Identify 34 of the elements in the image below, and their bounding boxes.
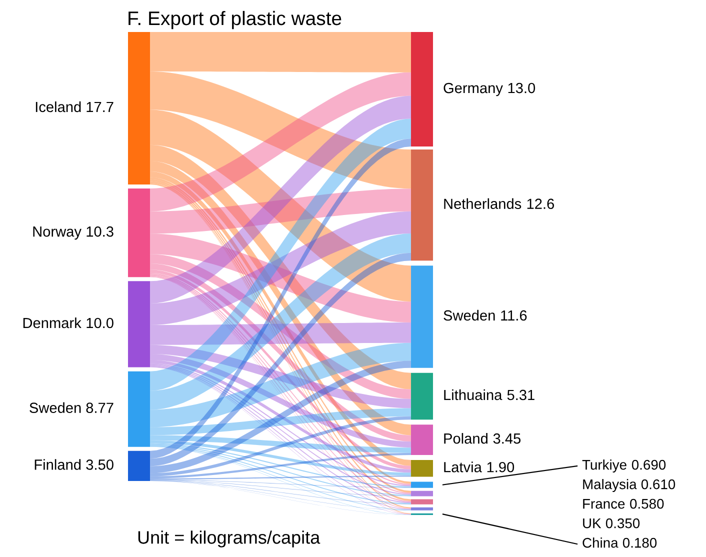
category-label: Netherlands	[444, 198, 522, 209]
category-label: Denmark	[23, 317, 82, 328]
data-label: 13.0	[508, 82, 536, 94]
category-label: Latvia	[444, 462, 482, 472]
data-label: 11.6	[501, 310, 527, 321]
category-label: Malaysia	[583, 479, 637, 492]
data-label: 17.7	[86, 102, 114, 112]
category-label: Iceland	[36, 101, 81, 112]
data-label: 0.180	[622, 538, 657, 548]
data-label: 0.350	[606, 518, 640, 528]
data-label: 12.6	[527, 198, 554, 209]
data-label: 0.690	[632, 460, 666, 470]
data-label: 8.77	[86, 402, 114, 413]
data-label: 10.0	[86, 318, 114, 328]
category-label: Poland	[444, 433, 488, 444]
category-label: Turkiye	[582, 460, 626, 472]
data-label: 3.45	[493, 433, 521, 444]
category-label: UK	[583, 518, 602, 528]
data-label: 0.610	[641, 479, 676, 490]
data-label: 5.31	[507, 390, 534, 400]
data-label: 1.90	[487, 462, 514, 472]
data-label: 3.50	[86, 460, 114, 470]
category-label: China	[582, 538, 618, 548]
data-label: 10.3	[86, 226, 114, 237]
category-label: Finland	[34, 459, 81, 470]
text: F. Export of plastic waste	[128, 10, 342, 30]
category-label: France	[583, 499, 625, 509]
category-label: Sweden	[30, 402, 81, 413]
category-label: Lithuaina	[444, 389, 502, 400]
category-label: Norway	[33, 226, 82, 240]
category-label: Sweden	[444, 310, 495, 321]
data-label: 0.580	[630, 498, 664, 509]
text: Unit = kilograms/capita	[138, 530, 320, 548]
category-label: Germany	[444, 82, 503, 96]
